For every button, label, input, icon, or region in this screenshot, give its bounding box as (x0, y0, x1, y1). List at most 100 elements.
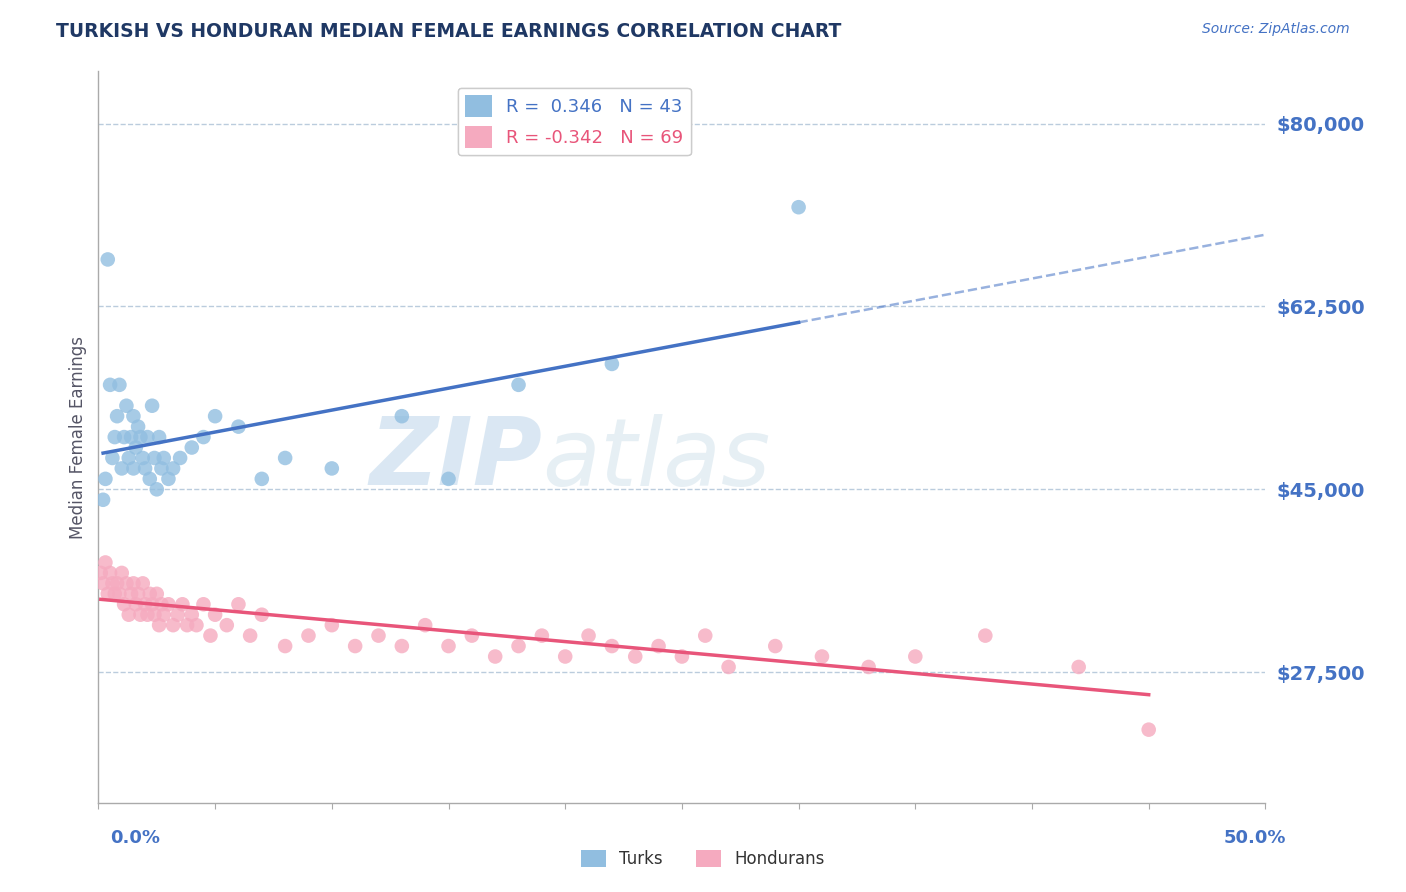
Point (162, 461, 184, 475)
Point (297, 629, 319, 643)
Point (180, 441, 202, 455)
Point (125, 597, 148, 611)
Point (112, 430, 135, 444)
Point (974, 629, 997, 643)
Point (129, 607, 152, 622)
Point (108, 377, 131, 392)
Point (157, 472, 180, 486)
Point (141, 597, 163, 611)
Point (461, 629, 484, 643)
Point (274, 450, 297, 465)
Point (274, 639, 297, 653)
Point (250, 472, 273, 486)
Point (193, 430, 215, 444)
Point (600, 357, 623, 371)
Point (763, 639, 786, 653)
Point (200, 629, 222, 643)
Point (105, 576, 128, 591)
Point (391, 639, 413, 653)
Point (134, 597, 156, 611)
Point (150, 597, 173, 611)
Point (139, 472, 162, 486)
Point (1067, 660, 1090, 674)
Point (578, 629, 600, 643)
Point (239, 629, 262, 643)
Point (148, 618, 170, 632)
Point (152, 450, 174, 465)
Point (193, 597, 215, 611)
Point (139, 587, 162, 601)
Text: 0.0%: 0.0% (110, 829, 160, 847)
Point (91, 492, 114, 507)
Y-axis label: Median Female Earnings: Median Female Earnings (69, 335, 87, 539)
Point (508, 639, 530, 653)
Point (624, 649, 647, 664)
Point (129, 430, 152, 444)
Point (108, 587, 131, 601)
Point (169, 450, 191, 465)
Legend: R =  0.346   N = 43, R = -0.342   N = 69: R = 0.346 N = 43, R = -0.342 N = 69 (457, 87, 690, 155)
Point (136, 607, 159, 622)
Point (120, 430, 142, 444)
Point (344, 639, 367, 653)
Point (91, 576, 114, 591)
Point (904, 649, 927, 664)
Point (150, 461, 173, 475)
Point (141, 399, 163, 413)
Point (162, 618, 184, 632)
Point (104, 430, 127, 444)
Point (97, 587, 120, 601)
Point (204, 607, 226, 622)
Point (321, 618, 343, 632)
Point (134, 461, 156, 475)
Point (647, 639, 669, 653)
Point (228, 419, 250, 434)
Point (94, 472, 117, 486)
Point (530, 629, 553, 643)
Point (94, 556, 117, 570)
Point (695, 629, 717, 643)
Point (118, 607, 141, 622)
Point (858, 660, 880, 674)
Point (146, 483, 169, 497)
Point (111, 461, 134, 475)
Point (115, 576, 138, 591)
Point (111, 566, 134, 580)
Point (101, 576, 124, 591)
Point (508, 377, 530, 392)
Point (118, 450, 141, 465)
Point (97, 252, 120, 267)
Point (105, 409, 128, 424)
Point (671, 649, 693, 664)
Point (148, 430, 170, 444)
Point (1137, 723, 1160, 737)
Point (122, 576, 145, 591)
Point (115, 399, 138, 413)
Point (600, 639, 623, 653)
Point (437, 639, 460, 653)
Point (157, 597, 180, 611)
Point (250, 607, 273, 622)
Point (146, 587, 169, 601)
Point (125, 441, 148, 455)
Point (554, 649, 576, 664)
Point (90, 566, 112, 580)
Point (413, 618, 436, 632)
Point (180, 607, 202, 622)
Point (166, 607, 188, 622)
Point (122, 461, 145, 475)
Point (98, 566, 121, 580)
Legend: Turks, Hondurans: Turks, Hondurans (574, 843, 832, 875)
Point (152, 607, 174, 622)
Point (717, 660, 740, 674)
Point (101, 450, 124, 465)
Point (176, 618, 198, 632)
Text: ZIP: ZIP (368, 413, 541, 505)
Point (367, 629, 389, 643)
Point (321, 461, 343, 475)
Point (127, 587, 149, 601)
Text: 50.0%: 50.0% (1225, 829, 1286, 847)
Point (437, 472, 460, 486)
Point (136, 430, 159, 444)
Point (228, 597, 250, 611)
